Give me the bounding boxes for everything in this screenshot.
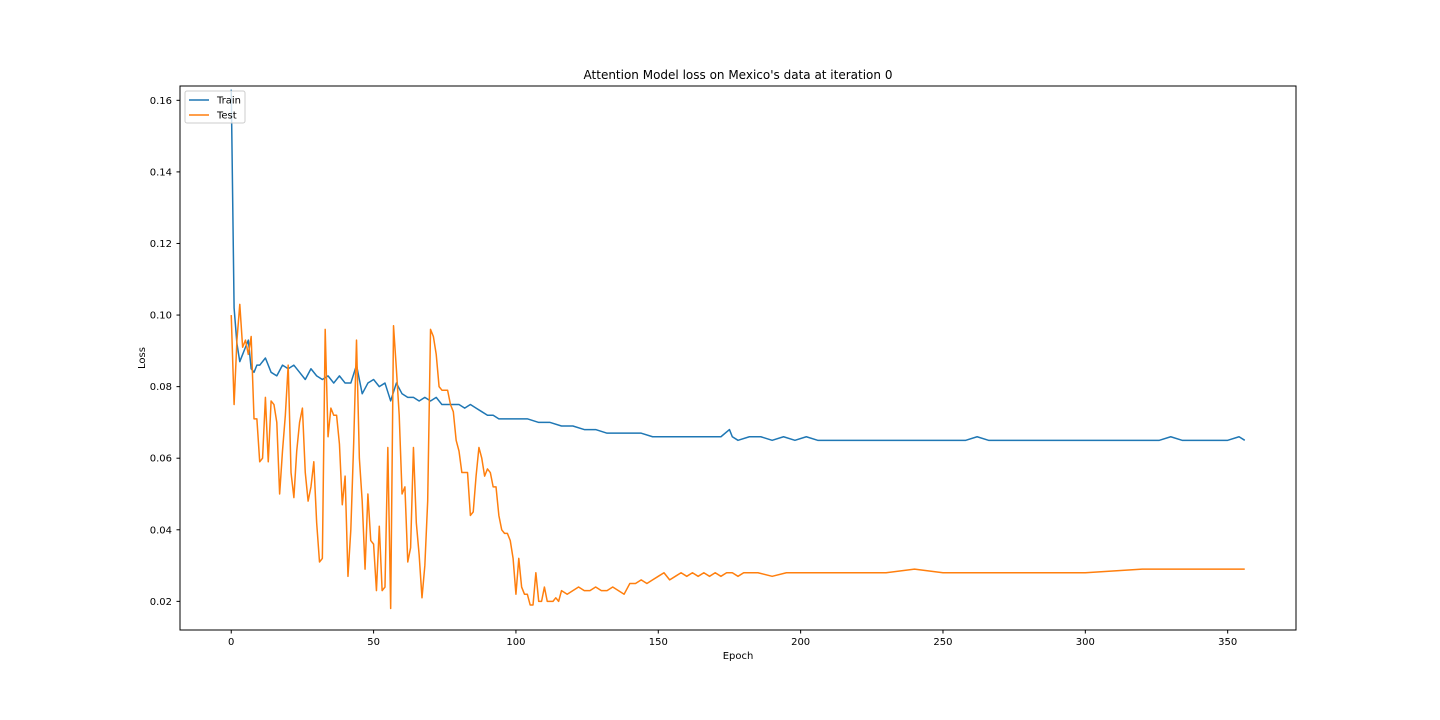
y-axis-title: Loss [137,347,148,369]
y-tick-label: 0.02 [150,597,172,608]
y-tick-label: 0.10 [150,311,172,322]
y-axis: 0.02 0.04 0.06 0.08 0.10 0.12 0.14 0.16 [150,96,180,608]
legend-label-test: Test [216,111,237,122]
x-axis: 0 50 100 150 200 250 300 350 [228,630,1237,648]
y-tick-label: 0.14 [150,167,172,178]
y-tick-label: 0.06 [150,454,172,465]
chart-title: Attention Model loss on Mexico's data at… [584,68,893,82]
x-tick-label: 0 [228,637,234,648]
series-lines [230,89,1246,610]
x-tick-label: 150 [649,637,668,648]
y-tick-label: 0.12 [150,239,172,250]
legend-label-train: Train [216,96,241,107]
x-tick-label: 200 [791,637,810,648]
x-tick-label: 250 [933,637,952,648]
y-tick-label: 0.08 [150,382,172,393]
plot-frame [179,85,1297,631]
x-tick-label: 300 [1076,637,1095,648]
x-tick-label: 100 [506,637,525,648]
y-tick-label: 0.04 [150,525,172,536]
series-line-train [230,89,1246,442]
y-tick-label: 0.16 [150,96,172,107]
x-axis-title: Epoch [723,651,754,662]
series-line-test [230,303,1245,610]
legend: Train Test [184,90,246,124]
x-tick-label: 350 [1218,637,1237,648]
x-tick-label: 50 [367,637,380,648]
